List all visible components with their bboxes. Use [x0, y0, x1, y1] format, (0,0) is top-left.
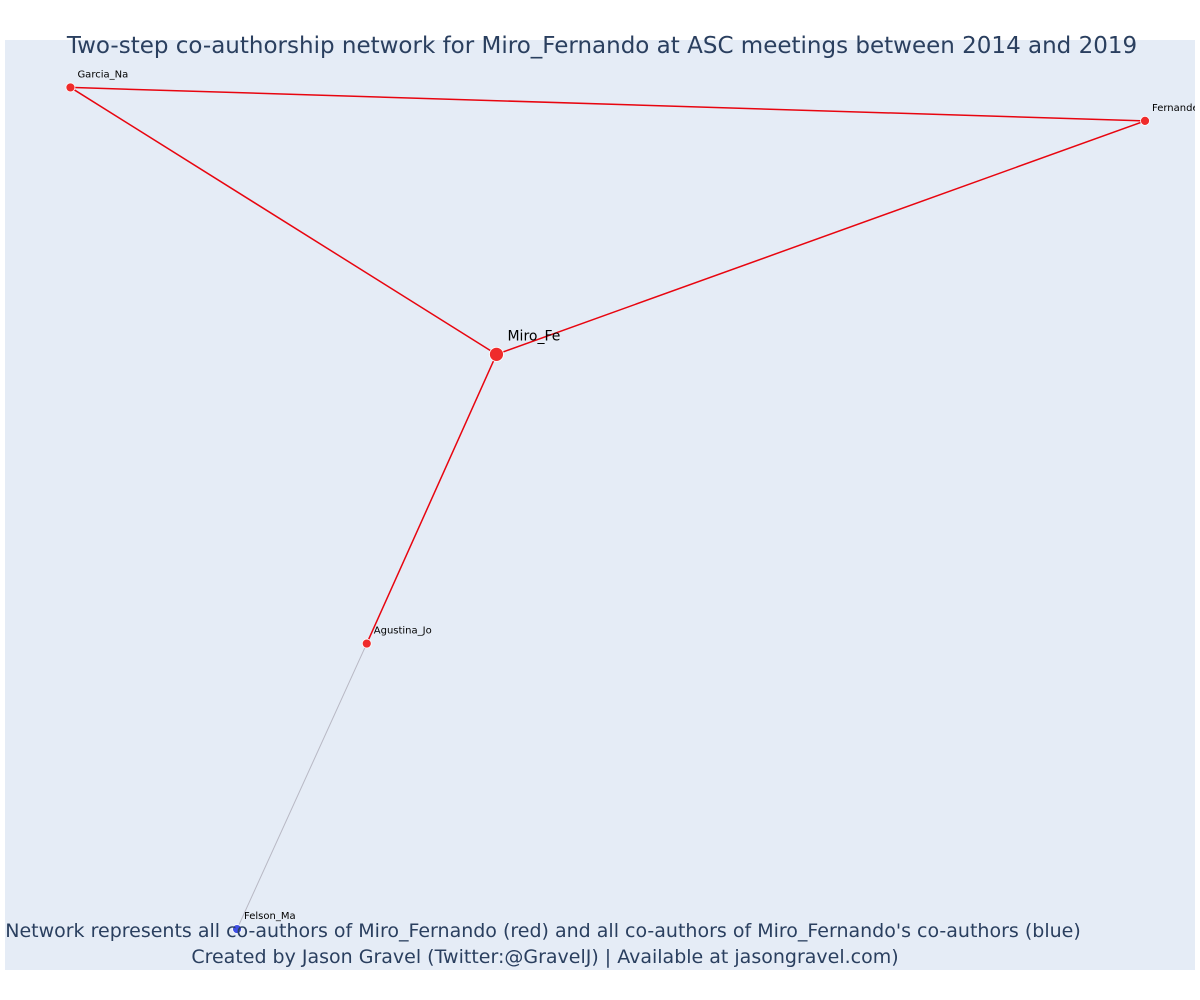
node-label-Agustina_Jo: Agustina_Jo [374, 626, 432, 637]
edges-layer [70, 86, 1146, 930]
node-label-Felson_Ma: Felson_Ma [244, 911, 296, 922]
node-label-Garcia_Na: Garcia_Na [77, 69, 128, 80]
annotation-line-1: Network represents all co-authors of Mir… [5, 920, 1081, 942]
labels-layer: Miro_Fe Garcia_Na Fernandez_E Agustina_Jo Fe… [77, 69, 1200, 922]
node-Felson_Ma[interactable] [232, 924, 242, 934]
annotation-line-2: Created by Jason Gravel (Twitter:@Gravel… [191, 946, 898, 968]
edge-Garcia_Na-Miro_Fe [70, 86, 497, 355]
edge-Agustina_Jo-Felson_Ma [236, 643, 368, 930]
edge-Miro_Fe-Agustina_Jo [366, 354, 498, 644]
edge-Fernandez_E-Miro_Fe [496, 120, 1146, 356]
edge-Garcia_Na-Fernandez_E [70, 86, 1146, 122]
node-Miro_Fe[interactable] [489, 346, 504, 362]
node-Fernandez_E[interactable] [1140, 116, 1150, 126]
node-label-Miro_Fe: Miro_Fe [507, 328, 560, 344]
nodes-layer [65, 82, 1150, 934]
node-Garcia_Na[interactable] [65, 82, 76, 93]
chart-title: Two-step co-authorship network for Miro_… [66, 33, 1137, 59]
node-label-Fernandez_E: Fernandez_E [1152, 103, 1200, 114]
plot-background [5, 40, 1195, 970]
node-Agustina_Jo[interactable] [361, 638, 372, 649]
